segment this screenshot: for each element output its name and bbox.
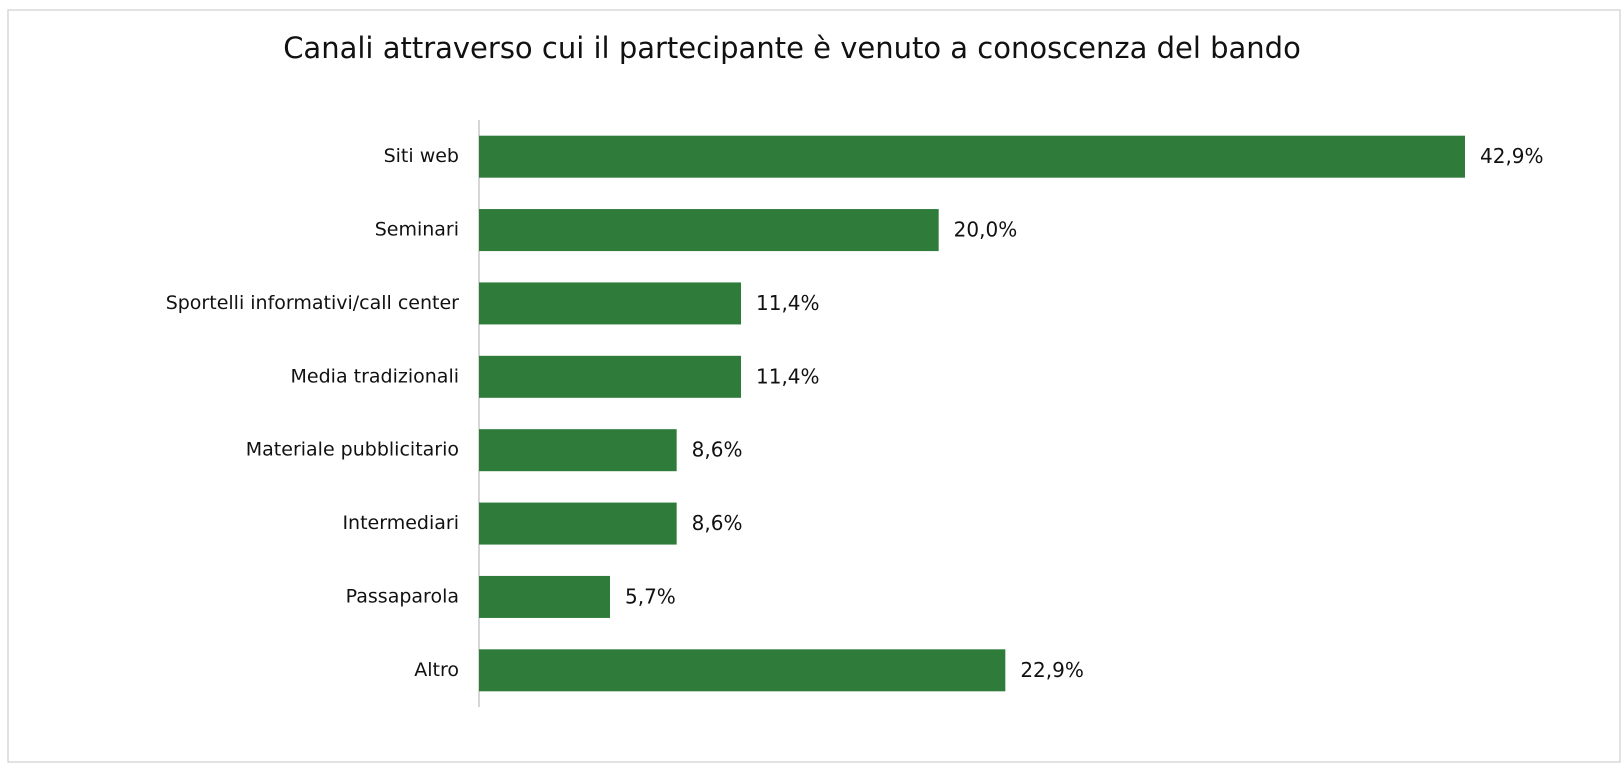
value-label: 22,9% [1020, 658, 1084, 682]
category-label: Sportelli informativi/call center [166, 292, 459, 314]
value-label: 8,6% [692, 511, 743, 535]
value-label: 20,0% [954, 218, 1018, 242]
bar [479, 355, 742, 398]
bar [479, 649, 1006, 692]
category-label: Intermediari [342, 512, 459, 534]
category-label: Materiale pubblicitario [246, 439, 459, 461]
chart-title: Canali attraverso cui il partecipante è … [283, 31, 1301, 65]
value-label: 42,9% [1480, 144, 1544, 168]
bar [479, 429, 677, 472]
value-label: 5,7% [625, 584, 676, 608]
category-label: Siti web [384, 145, 459, 167]
value-label: 8,6% [692, 438, 743, 462]
category-label: Seminari [375, 219, 459, 241]
bar [479, 502, 677, 545]
value-label: 11,4% [756, 364, 820, 388]
category-label: Media tradizionali [291, 365, 459, 387]
category-label: Altro [414, 659, 459, 681]
bar [479, 209, 939, 252]
bar [479, 282, 742, 325]
chart-frame [7, 9, 1621, 763]
bar [479, 135, 1465, 178]
category-label: Passaparola [346, 585, 459, 607]
bar [479, 575, 611, 618]
value-label: 11,4% [756, 291, 820, 315]
